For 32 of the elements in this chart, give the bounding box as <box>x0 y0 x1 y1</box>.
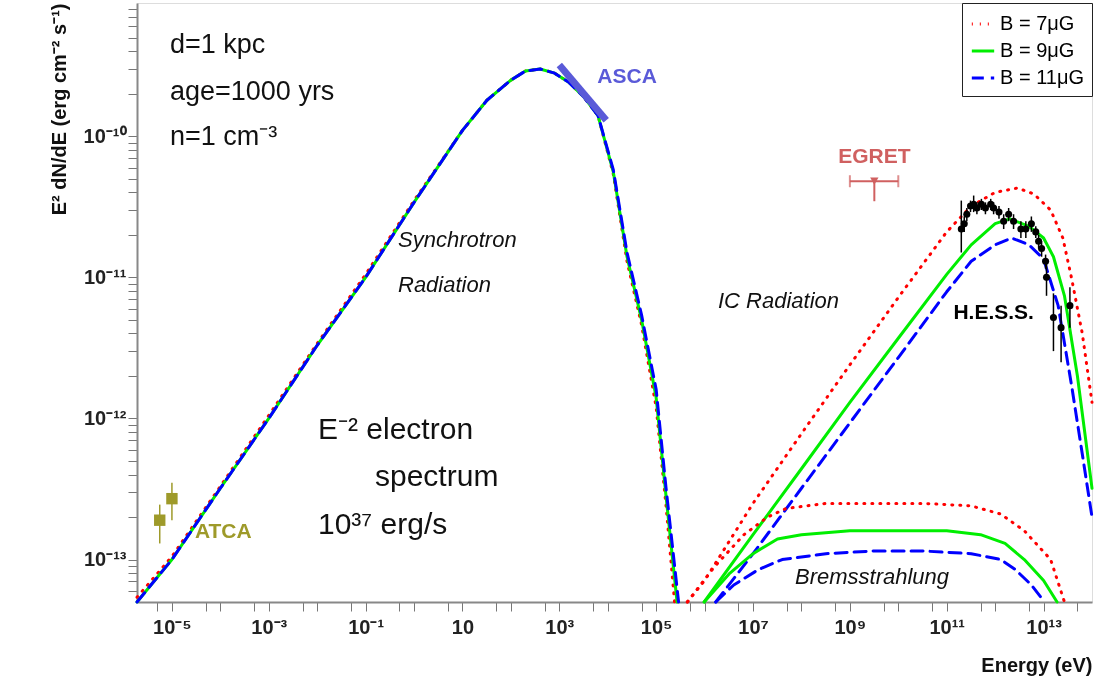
y-axis-title: E² dN/dE (erg cm⁻² s⁻¹) <box>47 3 70 216</box>
x-tick-label: 10⁻¹ <box>348 615 385 638</box>
legend-label: B = 11μG <box>1000 66 1084 88</box>
annotation: spectrum <box>375 459 499 492</box>
series-label: ASCA <box>597 63 657 87</box>
legend-label: B = 7μG <box>1000 12 1075 34</box>
x-tick-label: 10⁵ <box>640 615 673 638</box>
series-label: H.E.S.S. <box>953 299 1034 323</box>
x-tick-label: 10¹³ <box>1026 615 1063 638</box>
x-tick-label: 10⁻³ <box>251 615 288 638</box>
x-tick-label: 10¹¹ <box>929 615 966 638</box>
x-tick-label: 10⁻⁵ <box>153 615 192 638</box>
annotation: n=1 cm⁻³ <box>170 121 278 151</box>
annotation: E⁻² electron <box>318 412 474 445</box>
annotation: age=1000 yrs <box>170 76 335 106</box>
annotation: Synchrotron Radiation <box>398 227 517 297</box>
y-tick-label: 10⁻¹⁰ <box>83 124 127 147</box>
x-tick-label: 10³ <box>545 615 575 638</box>
series-label: EGRET <box>838 144 911 168</box>
annotation: IC Radiation <box>718 288 840 313</box>
y-tick-label: 10⁻¹³ <box>83 548 127 571</box>
series-label: ATCA <box>194 518 252 542</box>
x-tick-label: 10 <box>451 615 475 638</box>
y-tick-label: 10⁻¹² <box>83 406 127 429</box>
legend-label: B = 9μG <box>1000 39 1075 61</box>
y-tick-label: 10⁻¹¹ <box>83 265 127 288</box>
annotation: d=1 kpc <box>170 29 266 59</box>
annotation: 10³⁷ erg/s <box>318 507 448 540</box>
annotation: Bremsstrahlung <box>795 564 950 589</box>
x-tick-label: 10⁷ <box>738 615 769 638</box>
x-tick-label: 10⁹ <box>834 615 867 638</box>
x-axis-title: Energy (eV) <box>981 653 1093 676</box>
